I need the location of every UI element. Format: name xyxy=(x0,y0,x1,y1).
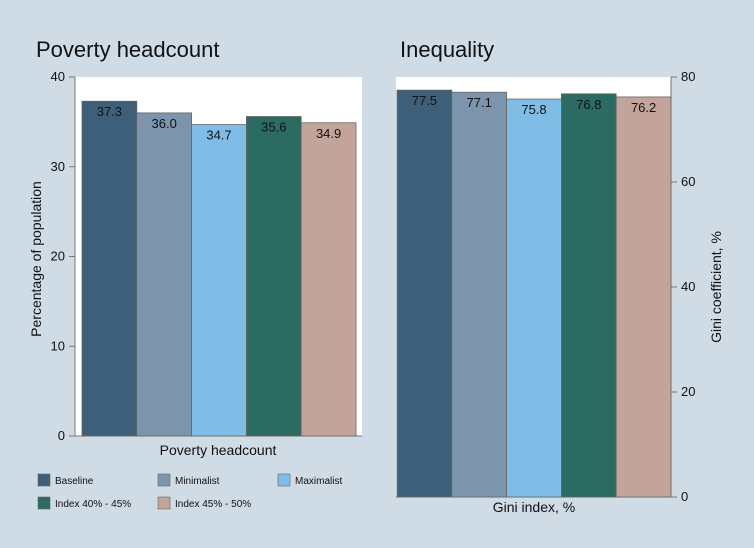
legend-swatch xyxy=(37,473,51,487)
poverty-bar-index-40-45 xyxy=(245,116,302,437)
legend-item-label: Index 40% - 45% xyxy=(55,499,131,510)
legend-swatch xyxy=(157,496,171,510)
poverty-data-label: 36.0 xyxy=(152,116,177,131)
poverty-y-tick-label: 30 xyxy=(51,159,65,174)
inequality-x-axis-title: Gini index, % xyxy=(493,499,575,515)
legend-item-label: Minimalist xyxy=(175,476,220,487)
inequality-value-labels-group: 77.5 77.1 75.8 76.8 76.2 xyxy=(412,93,657,117)
inequality-data-label: 75.8 xyxy=(521,102,546,117)
poverty-x-axis-title: Poverty headcount xyxy=(160,442,277,458)
poverty-data-label: 37.3 xyxy=(97,104,122,119)
poverty-data-label: 35.6 xyxy=(261,119,286,134)
poverty-panel: Poverty headcount 0 10 20 30 40 37.3 36.0 34.7… xyxy=(28,37,362,510)
legend-swatch xyxy=(157,473,171,487)
legend-item-label: Index 45% - 50% xyxy=(175,499,251,510)
poverty-bar-maximalist xyxy=(191,124,247,437)
poverty-bar-index-45-50 xyxy=(300,122,357,437)
poverty-data-label: 34.9 xyxy=(316,126,341,141)
inequality-y-tick-label: 60 xyxy=(681,174,695,189)
inequality-bar-minimalist xyxy=(451,91,507,498)
inequality-y-tick-label: 80 xyxy=(681,69,695,84)
inequality-data-label: 77.1 xyxy=(467,95,492,110)
legend-swatch xyxy=(37,496,51,510)
poverty-y-axis-title: Percentage of population xyxy=(28,181,44,337)
inequality-bar-baseline xyxy=(396,89,453,498)
inequality-y-tick-label: 20 xyxy=(681,384,695,399)
inequality-data-label: 76.8 xyxy=(576,97,601,112)
inequality-data-label: 77.5 xyxy=(412,93,437,108)
poverty-y-tick-label: 10 xyxy=(51,338,65,353)
inequality-bar-index-45-50 xyxy=(615,96,672,498)
poverty-y-tick-label: 0 xyxy=(58,428,65,443)
poverty-bar-baseline xyxy=(81,100,138,437)
inequality-y-tick-label: 0 xyxy=(681,489,688,504)
legend: Baseline Minimalist Maximalist Index 40% - … xyxy=(37,473,342,510)
poverty-bars-group xyxy=(81,100,357,437)
legend-item-label: Baseline xyxy=(55,476,94,487)
poverty-value-labels-group: 37.3 36.0 34.7 35.6 34.9 xyxy=(97,104,342,142)
inequality-y-axis-title: Gini coefficient, % xyxy=(708,231,724,343)
inequality-data-label: 76.2 xyxy=(631,100,656,115)
inequality-panel-title: Inequality xyxy=(400,37,494,62)
poverty-bar-minimalist xyxy=(136,112,193,437)
poverty-y-tick-label: 20 xyxy=(51,249,65,264)
poverty-panel-title: Poverty headcount xyxy=(36,37,219,62)
poverty-y-tick-label: 40 xyxy=(51,69,65,84)
inequality-panel: Inequality 0 20 40 60 80 77.5 77.1 75.8 76.8 76.… xyxy=(396,37,724,515)
inequality-y-tick-label: 40 xyxy=(681,279,695,294)
legend-swatch xyxy=(277,473,291,487)
inequality-bar-index-40-45 xyxy=(561,93,617,498)
inequality-bar-maximalist xyxy=(506,98,562,498)
poverty-data-label: 34.7 xyxy=(206,128,231,143)
legend-item-label: Maximalist xyxy=(295,476,342,487)
inequality-bars-group xyxy=(396,89,672,498)
